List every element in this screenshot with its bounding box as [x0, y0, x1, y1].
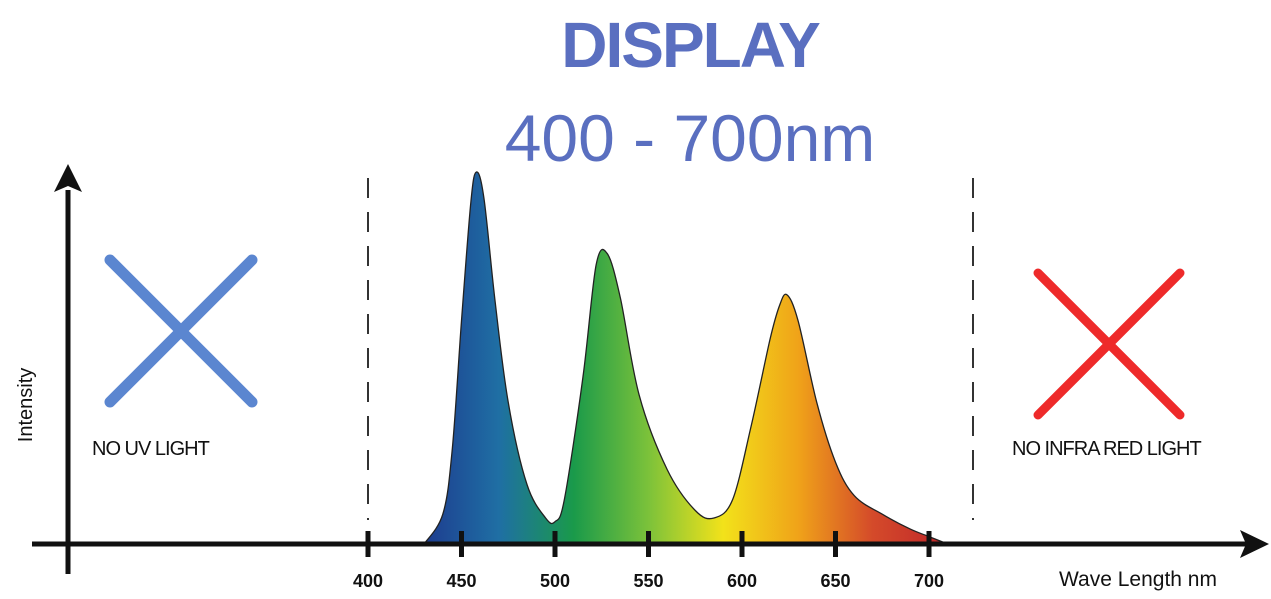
y-axis-label: Intensity	[15, 368, 37, 442]
cross-icon	[104, 254, 258, 408]
x-tick-label: 500	[540, 571, 570, 591]
x-tick-label: 400	[353, 571, 383, 591]
x-tick-label: 700	[914, 571, 944, 591]
x-tick-label: 450	[446, 571, 476, 591]
no-uv-label: NO UV LIGHT	[92, 438, 210, 460]
chart-title: DISPLAY	[561, 9, 821, 81]
no-ir-label: NO INFRA RED LIGHT	[1012, 438, 1201, 460]
x-axis-label: Wave Length nm	[1059, 568, 1217, 591]
y-axis-arrow	[54, 164, 82, 192]
x-tick-label: 600	[727, 571, 757, 591]
cross-icon	[1033, 268, 1185, 420]
chart-subtitle: 400 - 700nm	[504, 101, 876, 175]
no-uv-annotation: NO UV LIGHT	[92, 254, 258, 460]
x-tick-label: 550	[633, 571, 663, 591]
x-ticks: 400 450 500 550 600 650 700	[353, 531, 944, 591]
x-tick-label: 650	[820, 571, 850, 591]
no-ir-annotation: NO INFRA RED LIGHT	[1012, 268, 1202, 460]
spectrum-area	[422, 171, 948, 545]
x-axis-arrow	[1240, 530, 1269, 558]
